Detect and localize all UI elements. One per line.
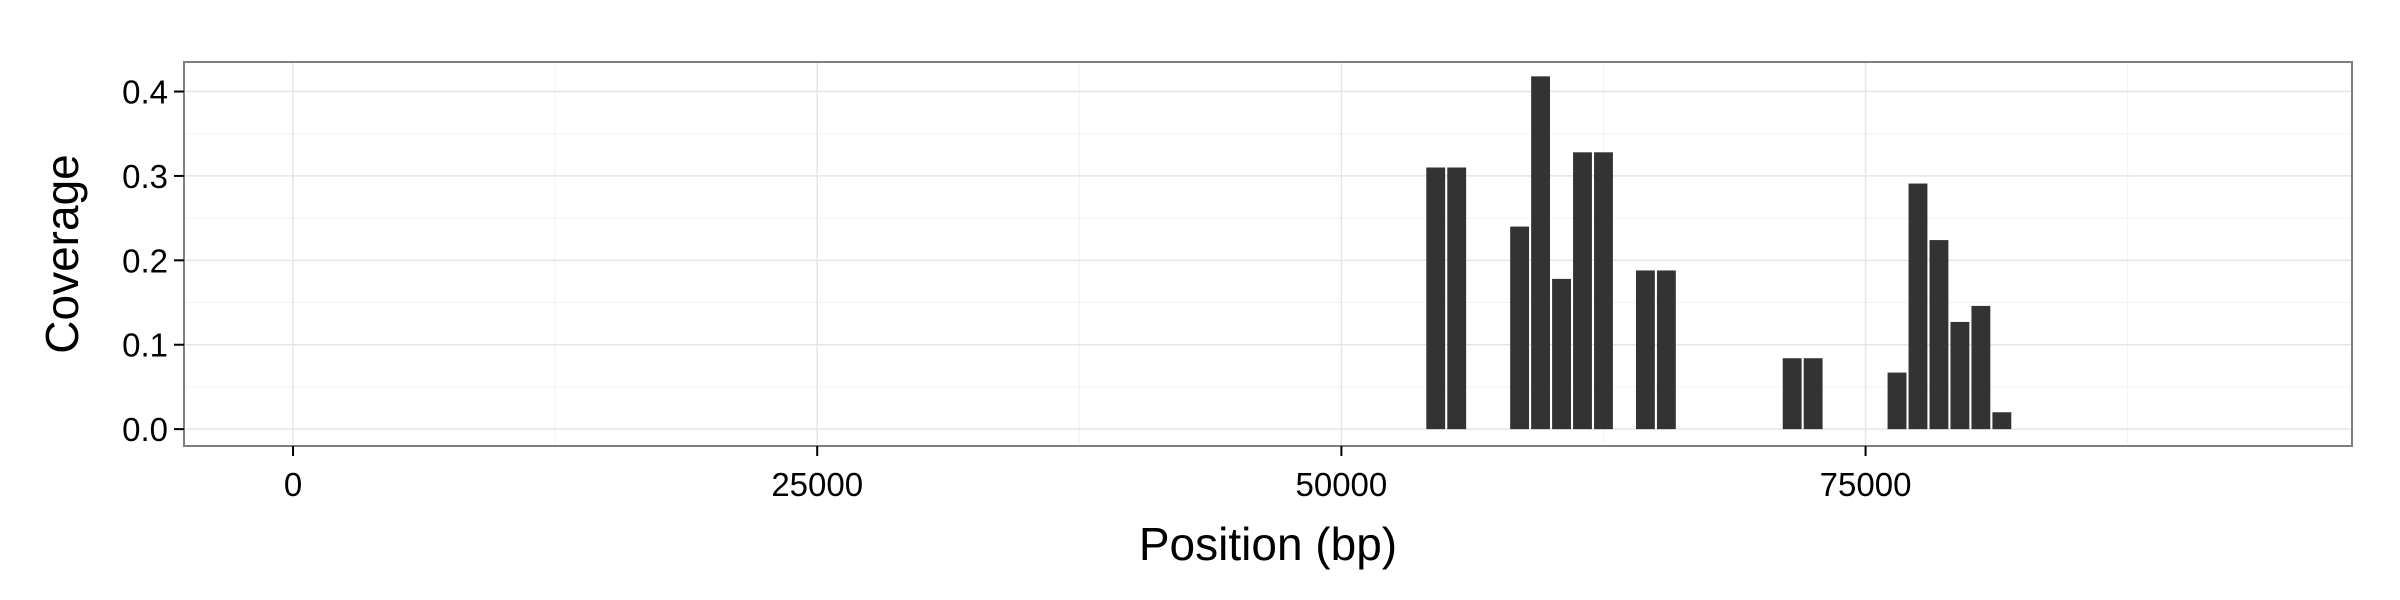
coverage-bar (1950, 321, 1970, 430)
panel-border (183, 61, 2353, 447)
x-axis: 0 25000 50000 75000 (284, 446, 1912, 503)
coverage-bar (1447, 167, 1467, 430)
y-tick-label: 0.2 (122, 242, 168, 279)
coverage-bar (1992, 412, 2012, 430)
coverage-bar (1573, 152, 1592, 430)
x-tick-label: 50000 (1296, 466, 1388, 503)
coverage-bar (1656, 270, 1676, 430)
coverage-bar (1594, 152, 1613, 430)
coverage-bar (1929, 240, 1949, 430)
coverage-bar (1803, 358, 1823, 430)
panel-background (184, 62, 2352, 446)
coverage-bar (1426, 167, 1446, 430)
y-tick-label: 0.0 (122, 411, 168, 448)
coverage-bar (1552, 278, 1571, 430)
coverage-bar (1887, 372, 1907, 430)
minor-gridlines (184, 62, 2352, 446)
coverage-bar (1635, 270, 1655, 430)
coverage-bar (1782, 358, 1802, 430)
y-axis-title: Coverage (36, 154, 88, 353)
major-gridlines (184, 62, 2352, 446)
coverage-bar (1510, 226, 1530, 430)
x-tick-label: 0 (284, 466, 302, 503)
y-axis: 0.0 0.1 0.2 0.3 0.4 (122, 74, 184, 448)
y-tick-label: 0.3 (122, 158, 168, 195)
x-tick-label: 75000 (1820, 466, 1912, 503)
y-tick-label: 0.1 (122, 327, 168, 364)
bars-group (1426, 76, 2012, 430)
coverage-bar (1971, 305, 1991, 430)
x-tick-label: 25000 (771, 466, 863, 503)
coverage-bar (1531, 76, 1551, 430)
x-axis-title: Position (bp) (1139, 518, 1397, 570)
y-tick-label: 0.4 (122, 74, 168, 111)
coverage-bar (1908, 183, 1928, 430)
